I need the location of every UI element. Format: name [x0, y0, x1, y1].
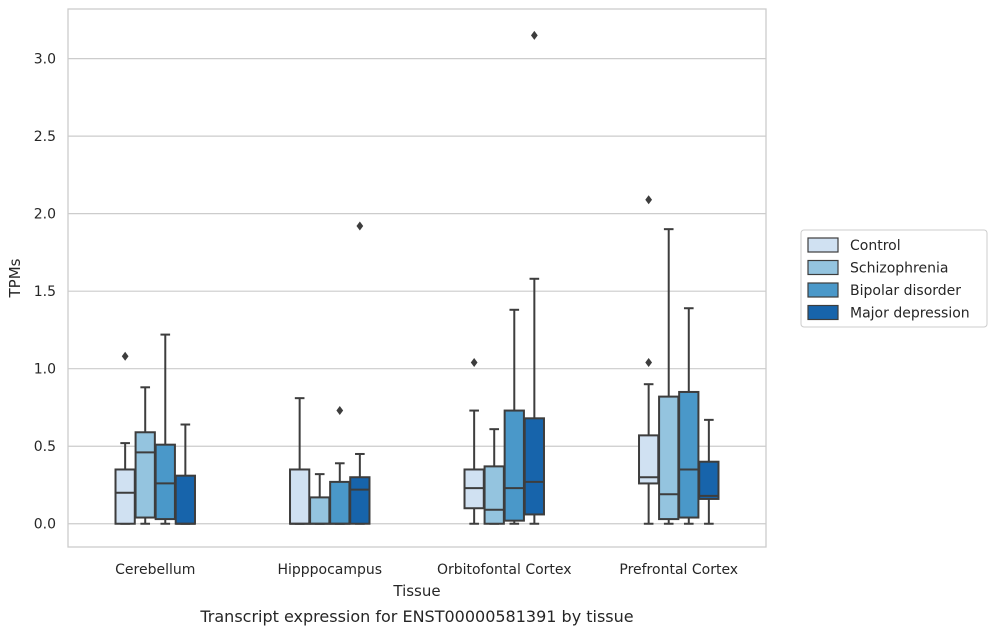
y-tick-label: 2.0 [34, 207, 56, 223]
y-axis-label: TPMs [6, 258, 24, 298]
box-rect [658, 395, 680, 521]
legend-label: Schizophrenia [850, 261, 948, 277]
legend-label: Major depression [850, 306, 970, 322]
outlier-point [530, 30, 538, 40]
box-2-3 [483, 428, 505, 525]
legend-swatch [807, 259, 839, 276]
box-3-2 [329, 406, 351, 525]
legend-swatch [807, 237, 839, 253]
box-rect [698, 460, 720, 500]
legend-label: Bipolar disorder [850, 283, 961, 299]
legend: Control Schizophrenia Bipolar disorder Majo… [800, 229, 988, 328]
y-tick-label: 0.5 [34, 439, 56, 455]
outlier-point [645, 357, 653, 367]
x-axis-label: Tissue [392, 582, 440, 600]
x-tick-label: Orbitofontal Cortex [437, 562, 572, 578]
y-tick-label: 3.0 [34, 52, 56, 68]
boxes-layer [114, 30, 720, 525]
box-4-1 [174, 423, 196, 525]
box-rect [329, 480, 351, 525]
box-4-4 [698, 418, 720, 525]
y-tick-label: 1.5 [34, 284, 56, 300]
box-rect [678, 390, 700, 519]
box-rect [134, 431, 156, 519]
box-rect [349, 476, 371, 525]
box-3-3 [503, 308, 525, 525]
legend-swatch [807, 282, 839, 298]
box-rect [154, 443, 176, 521]
legend-label: Control [850, 238, 901, 254]
legend-swatch [807, 304, 839, 321]
x-tick-label: Prefrontal Cortex [619, 562, 738, 578]
box-rect [483, 465, 505, 525]
box-1-1 [114, 351, 136, 525]
outlier-point [645, 195, 653, 205]
box-rect [174, 474, 196, 525]
outlier-point [121, 351, 129, 361]
box-rect [289, 468, 311, 525]
box-rect [638, 434, 660, 485]
y-tick-label: 0.0 [34, 517, 56, 533]
chart-caption: Transcript expression for ENST0000058139… [199, 607, 633, 626]
box-3-1 [154, 333, 176, 525]
outlier-point [356, 221, 364, 231]
y-tick-label: 1.0 [34, 362, 56, 378]
box-rect [523, 417, 545, 516]
box-4-3 [523, 30, 545, 525]
x-tick-label: Hipppocampus [277, 562, 382, 578]
axis-ticks: 0.0 0.5 1.0 1.5 2.0 2.5 3.0 Cerebellum Hipppocam… [34, 52, 738, 578]
outlier-point [470, 357, 478, 367]
outlier-point [336, 406, 344, 416]
y-tick-label: 2.5 [34, 129, 56, 145]
box-3-4 [678, 307, 700, 525]
plot-frame [67, 8, 767, 548]
x-tick-label: Cerebellum [115, 562, 195, 578]
box-rect [309, 496, 331, 525]
legend-frame [800, 229, 988, 328]
box-rect [503, 409, 525, 522]
box-4-2 [349, 221, 371, 525]
box-rect [114, 468, 136, 525]
